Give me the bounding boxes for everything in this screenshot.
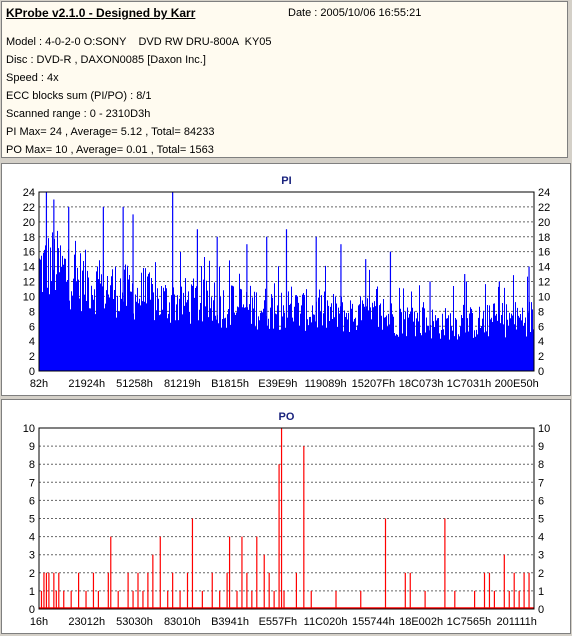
- pi-xtick: 1C7031h: [447, 378, 492, 390]
- pi-xtick: 81219h: [164, 378, 201, 390]
- po-ytick-left: 5: [29, 514, 35, 526]
- ecc-line: ECC blocks sum (PI/PO) : 8/1: [6, 90, 152, 102]
- pi-xtick: B1815h: [211, 378, 249, 390]
- po-ytick-right: 8: [538, 459, 544, 471]
- pi-xtick: 119089h: [305, 378, 347, 390]
- app-title: KProbe v2.1.0 - Designed by Karr: [6, 6, 196, 20]
- po-ytick-right: 3: [538, 550, 544, 562]
- po-ytick-left: 3: [29, 550, 35, 562]
- po-ytick-right: 4: [538, 532, 544, 544]
- pi-ytick-right: 4: [538, 336, 544, 348]
- po-chart-panel: PO 0 0 1 1 2 2 3 3 4 4 5 5 6 6 7 7 8 8 9 9 10 10 16h 23012h 53030…: [1, 399, 571, 634]
- po-ytick-left: 2: [29, 568, 35, 580]
- pi-xtick: E39E9h: [258, 378, 297, 390]
- pi-ytick-right: 6: [538, 321, 544, 333]
- pi-ytick-left: 14: [23, 262, 35, 274]
- po-xtick: B3941h: [211, 616, 249, 628]
- po-xtick: 16h: [30, 616, 48, 628]
- pi-ytick-left: 10: [23, 291, 35, 303]
- pi-ytick-left: 12: [23, 277, 35, 289]
- pi-xtick: 21924h: [68, 378, 105, 390]
- pi-ytick-left: 0: [29, 366, 35, 378]
- po-summary-line: PO Max= 10 , Average= 0.01 , Total= 1563: [6, 144, 214, 156]
- po-ytick-left: 8: [29, 459, 35, 471]
- range-line: Scanned range : 0 - 2310D3h: [6, 108, 151, 120]
- po-chart: PO 0 0 1 1 2 2 3 3 4 4 5 5 6 6 7 7 8 8 9 9 10 10 16h 23012h 53030…: [23, 411, 551, 628]
- po-ytick-right: 1: [538, 586, 544, 598]
- po-xtick: E557Fh: [259, 616, 298, 628]
- po-ytick-right: 6: [538, 495, 544, 507]
- po-xtick: 11C020h: [304, 616, 348, 628]
- po-xtick: 53030h: [116, 616, 153, 628]
- pi-ytick-left: 22: [23, 202, 35, 214]
- po-ytick-left: 4: [29, 532, 35, 544]
- po-ytick-right: 2: [538, 568, 544, 580]
- pi-chart-panel: PI 0 0 2 2 4 4 6 6 8 8 10 10 12 12 14 14 16 16 18 18 20 20 22 22…: [1, 163, 571, 396]
- po-ytick-left: 7: [29, 477, 35, 489]
- pi-ytick-right: 2: [538, 351, 544, 363]
- pi-ytick-left: 2: [29, 351, 35, 363]
- pi-ytick-right: 24: [538, 187, 550, 199]
- speed-line: Speed : 4x: [6, 72, 59, 84]
- po-ytick-right: 9: [538, 441, 544, 453]
- po-plot-frame: [38, 427, 535, 610]
- po-ytick-right: 0: [538, 604, 544, 616]
- po-chart-title: PO: [279, 411, 295, 423]
- po-ytick-left: 1: [29, 586, 35, 598]
- pi-plot-frame: [38, 191, 535, 372]
- po-ytick-left: 6: [29, 495, 35, 507]
- info-panel: KProbe v2.1.0 - Designed by Karr Date : …: [1, 1, 568, 158]
- pi-ytick-left: 20: [23, 217, 35, 229]
- po-xtick: 201111h: [496, 616, 536, 628]
- model-line: Model : 4-0-2-0 O:SONY DVD RW DRU-800A K…: [6, 36, 272, 48]
- po-xtick: 83010h: [164, 616, 201, 628]
- po-xtick: 1C7565h: [447, 616, 492, 628]
- po-xtick: 155744h: [352, 616, 395, 628]
- po-ytick-right: 5: [538, 514, 544, 526]
- pi-summary-line: PI Max= 24 , Average= 5.12 , Total= 8423…: [6, 126, 215, 138]
- disc-line: Disc : DVD-R , DAXON0085 [Daxon Inc.]: [6, 54, 206, 66]
- po-xtick: 18E002h: [399, 616, 443, 628]
- pi-xtick: 15207Fh: [352, 378, 395, 390]
- pi-ytick-right: 10: [538, 291, 550, 303]
- pi-ytick-right: 8: [538, 306, 544, 318]
- pi-ytick-right: 14: [538, 262, 550, 274]
- pi-ytick-left: 16: [23, 247, 35, 259]
- pi-ytick-left: 18: [23, 232, 35, 244]
- pi-xtick: 51258h: [116, 378, 153, 390]
- pi-ytick-left: 8: [29, 306, 35, 318]
- pi-ytick-right: 20: [538, 217, 550, 229]
- pi-ytick-right: 18: [538, 232, 550, 244]
- po-ytick-right: 10: [538, 423, 550, 435]
- pi-chart-title: PI: [281, 175, 291, 187]
- pi-ytick-right: 12: [538, 277, 550, 289]
- pi-ytick-left: 6: [29, 321, 35, 333]
- pi-xtick: 200E50h: [495, 378, 539, 390]
- po-ytick-left: 10: [23, 423, 35, 435]
- pi-ytick-left: 24: [23, 187, 35, 199]
- po-ytick-left: 0: [29, 604, 35, 616]
- pi-xtick: 82h: [30, 378, 48, 390]
- pi-ytick-right: 16: [538, 247, 550, 259]
- pi-ytick-left: 4: [29, 336, 35, 348]
- pi-ytick-right: 0: [538, 366, 544, 378]
- pi-ytick-right: 22: [538, 202, 550, 214]
- po-ytick-left: 9: [29, 441, 35, 453]
- pi-xtick: 18C073h: [399, 378, 444, 390]
- po-ytick-right: 7: [538, 477, 544, 489]
- scan-date: Date : 2005/10/06 16:55:21: [288, 7, 422, 19]
- po-xtick: 23012h: [68, 616, 105, 628]
